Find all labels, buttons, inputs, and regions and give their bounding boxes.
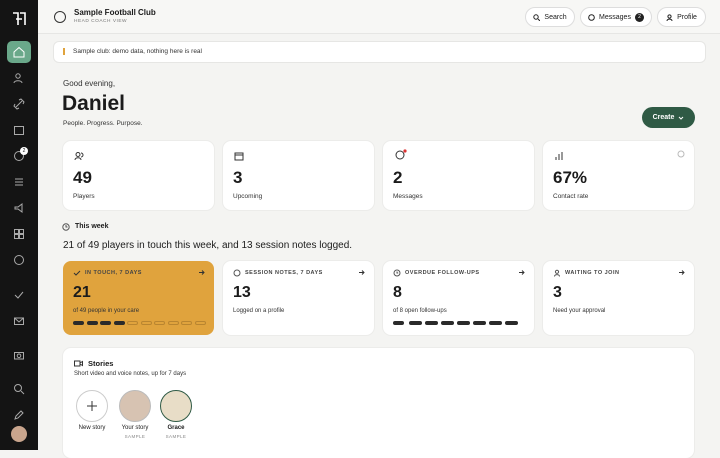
card-label: OVERDUE FOLLOW-UPS [405, 270, 480, 276]
progress-segment [154, 321, 165, 325]
progress-segment [140, 321, 152, 325]
progress-segment [194, 321, 206, 325]
progress-segment [409, 321, 422, 325]
stat-label: Contact rate [553, 193, 589, 200]
nav-badge: 2 [20, 147, 28, 155]
nav-grid[interactable] [13, 228, 25, 240]
nav-home[interactable] [7, 41, 31, 63]
story-tag: SAMPLE [124, 434, 146, 439]
card-value: 21 [73, 284, 91, 301]
nav-calendar[interactable] [13, 124, 25, 136]
nav-people[interactable] [13, 72, 25, 84]
salutation: Good evening, [63, 79, 116, 88]
stories-subtitle: Short video and voice notes, up for 7 da… [74, 371, 187, 377]
card-value: 13 [233, 284, 251, 301]
week-card[interactable]: SESSION NOTES, 7 DAYS 13 Logged on a pro… [223, 261, 374, 335]
card-label: SESSION NOTES, 7 DAYS [245, 270, 323, 276]
banner-text: Sample club: demo data, nothing here is … [73, 48, 202, 55]
button-label: Profile [677, 13, 697, 21]
progress-segment [181, 321, 192, 325]
week-card[interactable]: WAITING TO JOIN 3 Need your approval [543, 261, 694, 335]
user-name: Daniel [62, 92, 126, 115]
club-name: Sample Football Club [74, 8, 156, 17]
logo [13, 12, 26, 25]
card-detail: Logged on a profile [233, 308, 285, 314]
sidebar: 2 [0, 0, 38, 450]
progress-segment [505, 321, 518, 325]
nav-edit[interactable] [13, 409, 25, 421]
create-button[interactable]: Create [642, 107, 695, 128]
stat-value: 3 [233, 168, 243, 187]
progress-segment [167, 321, 179, 325]
clock-icon [62, 223, 70, 231]
search-button[interactable]: Search [525, 7, 575, 27]
story-tag: SAMPLE [165, 434, 187, 439]
button-label: Create [652, 114, 675, 121]
demo-banner: Sample club: demo data, nothing here is … [53, 41, 706, 63]
user-avatar[interactable] [11, 426, 27, 442]
stories-card: Stories Short video and voice notes, up … [63, 348, 694, 458]
progress-segment [489, 321, 502, 325]
story-label: Your story [121, 425, 149, 431]
messages-button[interactable]: Messages 2 [580, 7, 652, 27]
progress-segment [113, 321, 125, 325]
progress-segment [425, 321, 438, 325]
story-label: Grace [167, 425, 185, 431]
stat-card[interactable]: 49 Players [63, 141, 214, 210]
progress-segment [100, 321, 111, 325]
card-detail: of 8 open follow-ups [393, 308, 447, 314]
stat-label: Messages [393, 193, 423, 200]
card-value: 3 [553, 284, 562, 301]
card-label: WAITING TO JOIN [565, 270, 620, 276]
stat-value: 67% [553, 168, 588, 187]
badge: 2 [634, 12, 644, 22]
nav-camera[interactable] [13, 349, 25, 361]
nav-search[interactable] [13, 383, 25, 395]
button-label: Messages [599, 13, 631, 21]
nav-check[interactable] [13, 289, 25, 301]
nav-mail[interactable] [13, 315, 25, 327]
story-avatar[interactable] [119, 390, 151, 422]
new-story-button[interactable] [76, 390, 108, 422]
card-label: IN TOUCH, 7 DAYS [85, 270, 142, 276]
nav-links[interactable] [13, 98, 25, 110]
week-card[interactable]: IN TOUCH, 7 DAYS 21 of 49 people in your… [63, 261, 214, 335]
card-detail: Need your approval [553, 308, 606, 314]
progress-segment [393, 321, 404, 325]
nav-announce[interactable] [13, 202, 25, 214]
banner-icon [63, 48, 65, 55]
nav-help[interactable] [13, 254, 25, 266]
role-label: HEAD COACH VIEW [74, 19, 128, 24]
stat-value: 49 [73, 168, 92, 187]
stat-label: Players [73, 193, 95, 200]
progress-segment [86, 321, 98, 325]
progress-segment [473, 321, 486, 325]
stat-card[interactable]: 67% Contact rate [543, 141, 694, 210]
info-icon [677, 150, 685, 158]
profile-button[interactable]: Profile [657, 7, 706, 27]
progress-segment [73, 321, 84, 325]
nav-messages[interactable] [13, 150, 25, 162]
story-label: New story [78, 425, 106, 431]
club-crest [54, 11, 66, 23]
card-value: 8 [393, 284, 402, 301]
progress-segment [127, 321, 138, 325]
card-detail: of 49 people in your care [73, 308, 140, 314]
week-card[interactable]: OVERDUE FOLLOW-UPS 8 of 8 open follow-up… [383, 261, 534, 335]
stat-value: 2 [393, 168, 403, 187]
story-avatar[interactable] [160, 390, 192, 422]
nav-list[interactable] [13, 176, 25, 188]
stat-label: Upcoming [233, 193, 263, 200]
stat-card[interactable]: 2 Messages [383, 141, 534, 210]
week-summary: 21 of 49 players in touch this week, and… [63, 240, 353, 251]
section-heading: This week [75, 223, 109, 230]
button-label: Search [544, 13, 567, 21]
stories-title: Stories [88, 359, 114, 368]
tagline: People. Progress. Purpose. [63, 120, 143, 127]
progress-segment [441, 321, 454, 325]
progress-segment [457, 321, 470, 325]
stat-card[interactable]: 3 Upcoming [223, 141, 374, 210]
